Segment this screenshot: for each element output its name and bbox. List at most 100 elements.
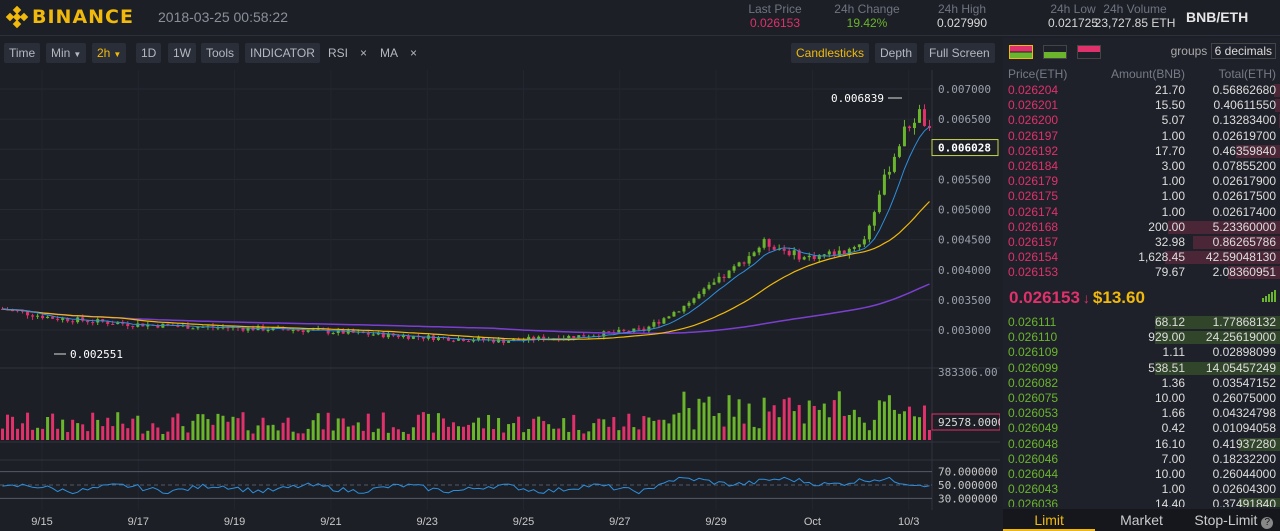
volume-bar — [862, 422, 866, 440]
volume-bar — [181, 426, 185, 440]
tab-stop-limit[interactable]: Stop-Limit ? — [1188, 509, 1280, 531]
buy-order-row[interactable]: 0.026053 1.66 0.04324798 — [1003, 406, 1280, 421]
interval-dropdown[interactable]: 2h ▼ — [92, 43, 127, 63]
sell-order-row[interactable]: 0.026184 3.00 0.07855200 — [1003, 159, 1280, 174]
candle-body — [507, 341, 511, 343]
depth-button[interactable]: Depth — [875, 43, 918, 63]
candle-body — [26, 311, 30, 316]
buy-order-row[interactable]: 0.026075 10.00 0.26075000 — [1003, 391, 1280, 406]
last-price-usd: $13.60 — [1092, 288, 1145, 307]
candle-body — [907, 126, 911, 129]
order-price: 0.026157 — [1008, 234, 1059, 249]
fullscreen-button[interactable]: Full Screen — [924, 43, 995, 63]
buy-order-row[interactable]: 0.026048 16.10 0.41937280 — [1003, 437, 1280, 452]
view-buys-icon[interactable] — [1043, 45, 1067, 59]
order-total: 2.08360951 — [1212, 265, 1276, 280]
sell-order-row[interactable]: 0.026153 79.67 2.08360951 — [1003, 265, 1280, 280]
sell-order-row[interactable]: 0.026175 1.00 0.02617500 — [1003, 189, 1280, 204]
buy-order-row[interactable]: 0.026046 7.00 0.18232200 — [1003, 452, 1280, 467]
candle-body — [717, 276, 721, 283]
remove-rsi-icon[interactable]: × — [360, 46, 368, 60]
binance-logo[interactable]: BINANCE — [5, 5, 134, 29]
min-dropdown[interactable]: Min ▼ — [46, 43, 87, 63]
sell-order-row[interactable]: 0.026179 1.00 0.02617900 — [1003, 174, 1280, 189]
order-total: 24.25619000 — [1205, 330, 1276, 345]
remove-ma-icon[interactable]: × — [410, 46, 418, 60]
candle-body — [401, 335, 405, 338]
order-total: 0.02617500 — [1212, 189, 1276, 204]
buy-order-row[interactable]: 0.026109 1.11 0.02898099 — [1003, 345, 1280, 360]
tab-market[interactable]: Market — [1120, 512, 1163, 528]
volume-bar — [401, 431, 405, 440]
interval-1w-button[interactable]: 1W — [168, 43, 196, 63]
indicator-button[interactable]: INDICATOR — [245, 43, 320, 63]
tab-limit[interactable]: Limit — [1003, 509, 1096, 531]
sell-order-row[interactable]: 0.026204 21.70 0.56862680 — [1003, 83, 1280, 98]
stat-last-price: Last Price 0.026153 — [746, 2, 804, 30]
sell-order-row[interactable]: 0.026154 1,628.45 42.59048130 — [1003, 250, 1280, 265]
sell-order-row[interactable]: 0.026168 200.00 5.23360000 — [1003, 220, 1280, 235]
buy-order-row[interactable]: 0.026111 68.12 1.77868132 — [1003, 315, 1280, 330]
volume-bar — [6, 414, 10, 440]
chart-canvas[interactable]: 0.0070000.0065000.0060000.0055000.005000… — [0, 70, 1000, 531]
sell-order-row[interactable]: 0.026201 15.50 0.40611550 — [1003, 98, 1280, 113]
sell-order-row[interactable]: 0.026192 17.70 0.46359840 — [1003, 144, 1280, 159]
candle-body — [732, 266, 736, 271]
buy-order-row[interactable]: 0.026036 14.40 0.37491840 — [1003, 497, 1280, 507]
volume-bar — [141, 433, 145, 440]
depth-bar — [1238, 498, 1280, 507]
sell-order-row[interactable]: 0.026197 1.00 0.02619700 — [1003, 129, 1280, 144]
candle-body — [742, 262, 746, 264]
tools-button[interactable]: Tools — [201, 43, 240, 63]
volume-bar — [231, 416, 235, 440]
volume-bar — [887, 395, 891, 440]
stat-value: 19.42% — [846, 16, 888, 30]
order-amount: 1.00 — [1161, 204, 1185, 219]
trading-pair-selector[interactable]: BNB/ETH — [1186, 9, 1249, 25]
price-tick-label: 0.004000 — [938, 264, 991, 277]
order-amount: 7.00 — [1161, 451, 1185, 466]
sell-order-row[interactable]: 0.026174 1.00 0.02617400 — [1003, 205, 1280, 220]
price-column-header: Price(ETH) — [1008, 67, 1068, 81]
date-label: 9/25 — [513, 516, 534, 528]
stat-24h-high: 24h High 0.027990 — [930, 2, 994, 30]
view-both-icon[interactable] — [1009, 45, 1033, 59]
buy-order-row[interactable]: 0.026082 1.36 0.03547152 — [1003, 376, 1280, 391]
sell-order-row[interactable]: 0.026200 5.07 0.13283400 — [1003, 113, 1280, 128]
buy-order-row[interactable]: 0.026043 1.00 0.02604300 — [1003, 482, 1280, 497]
buy-order-row[interactable]: 0.026110 929.00 24.25619000 — [1003, 330, 1280, 345]
candle-body — [482, 337, 486, 341]
date-label: 9/19 — [224, 516, 245, 528]
current-price-label: 0.006028 — [938, 142, 991, 155]
order-amount: 538.51 — [1148, 360, 1185, 375]
time-button[interactable]: Time — [4, 43, 41, 63]
buy-order-row[interactable]: 0.026099 538.51 14.05457249 — [1003, 361, 1280, 376]
volume-bar — [381, 412, 385, 440]
price-tick-label: 0.003000 — [938, 324, 991, 337]
volume-bar — [326, 412, 330, 440]
candle-body — [321, 328, 325, 330]
candle-body — [21, 310, 25, 312]
candle-body — [56, 318, 60, 320]
volume-bar — [822, 403, 826, 440]
candlesticks-button[interactable]: Candlesticks — [791, 43, 870, 63]
buy-order-row[interactable]: 0.026044 10.00 0.26044000 — [1003, 467, 1280, 482]
price-chart[interactable]: 0.0070000.0065000.0060000.0055000.005000… — [0, 70, 1000, 531]
decimals-select[interactable]: 6 decimals — [1210, 43, 1276, 59]
candlesticks — [1, 104, 931, 346]
help-icon[interactable]: ? — [1261, 517, 1274, 529]
volume-bar — [386, 432, 390, 440]
volume-bar — [26, 412, 30, 440]
buy-order-row[interactable]: 0.026049 0.42 0.01094058 — [1003, 421, 1280, 436]
volume-bar — [411, 427, 415, 440]
order-amount: 3.00 — [1161, 158, 1185, 173]
sell-order-row[interactable]: 0.026157 32.98 0.86265786 — [1003, 235, 1280, 250]
candle-body — [802, 257, 806, 260]
view-sells-icon[interactable] — [1077, 45, 1101, 59]
order-amount: 15.50 — [1154, 98, 1185, 113]
volume-bar — [697, 398, 701, 440]
volume-bar — [637, 429, 641, 440]
interval-1d-button[interactable]: 1D — [136, 43, 162, 63]
price-tick-label: 0.005000 — [938, 204, 991, 217]
candle-body — [51, 316, 55, 319]
